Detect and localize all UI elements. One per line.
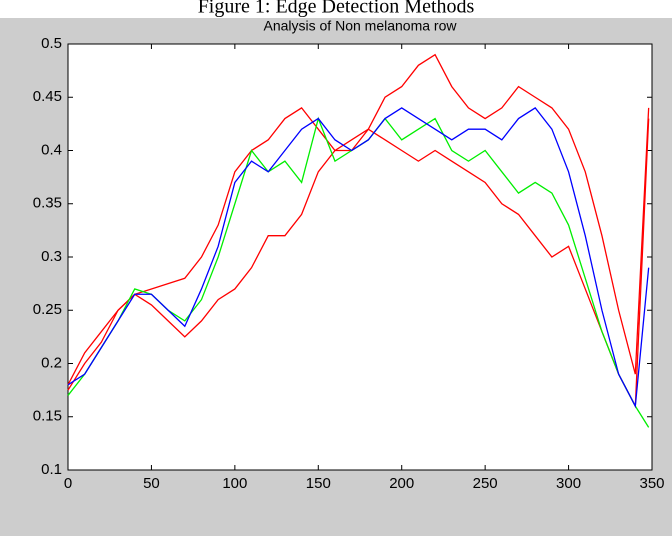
y-tick-label: 0.5 [41, 35, 62, 52]
series-line [67, 118, 650, 409]
y-tick-label: 0.25 [33, 301, 62, 318]
x-tick-label: 50 [143, 475, 160, 492]
x-tick-label: 200 [389, 475, 414, 492]
plot-area [67, 43, 653, 471]
x-tick-label: 150 [306, 475, 331, 492]
y-tick-label: 0.45 [33, 88, 62, 105]
x-tick-label: 250 [473, 475, 498, 492]
y-tick-label: 0.35 [33, 195, 62, 212]
x-tick-label: 100 [222, 475, 247, 492]
series-line [67, 53, 650, 386]
caption: Figure 1: Edge Detection Methods [198, 0, 475, 18]
x-tick-label: 0 [64, 475, 72, 492]
chart-title: Analysis of Non melanoma row [264, 18, 458, 34]
series-line [67, 107, 650, 409]
x-tick-label: 350 [639, 475, 664, 492]
y-tick-label: 0.4 [41, 141, 62, 158]
y-tick-label: 0.15 [33, 408, 62, 425]
y-tick-label: 0.3 [41, 248, 62, 265]
y-tick-label: 0.2 [41, 354, 62, 371]
x-tick-label: 300 [556, 475, 581, 492]
y-tick-label: 0.1 [41, 461, 62, 478]
